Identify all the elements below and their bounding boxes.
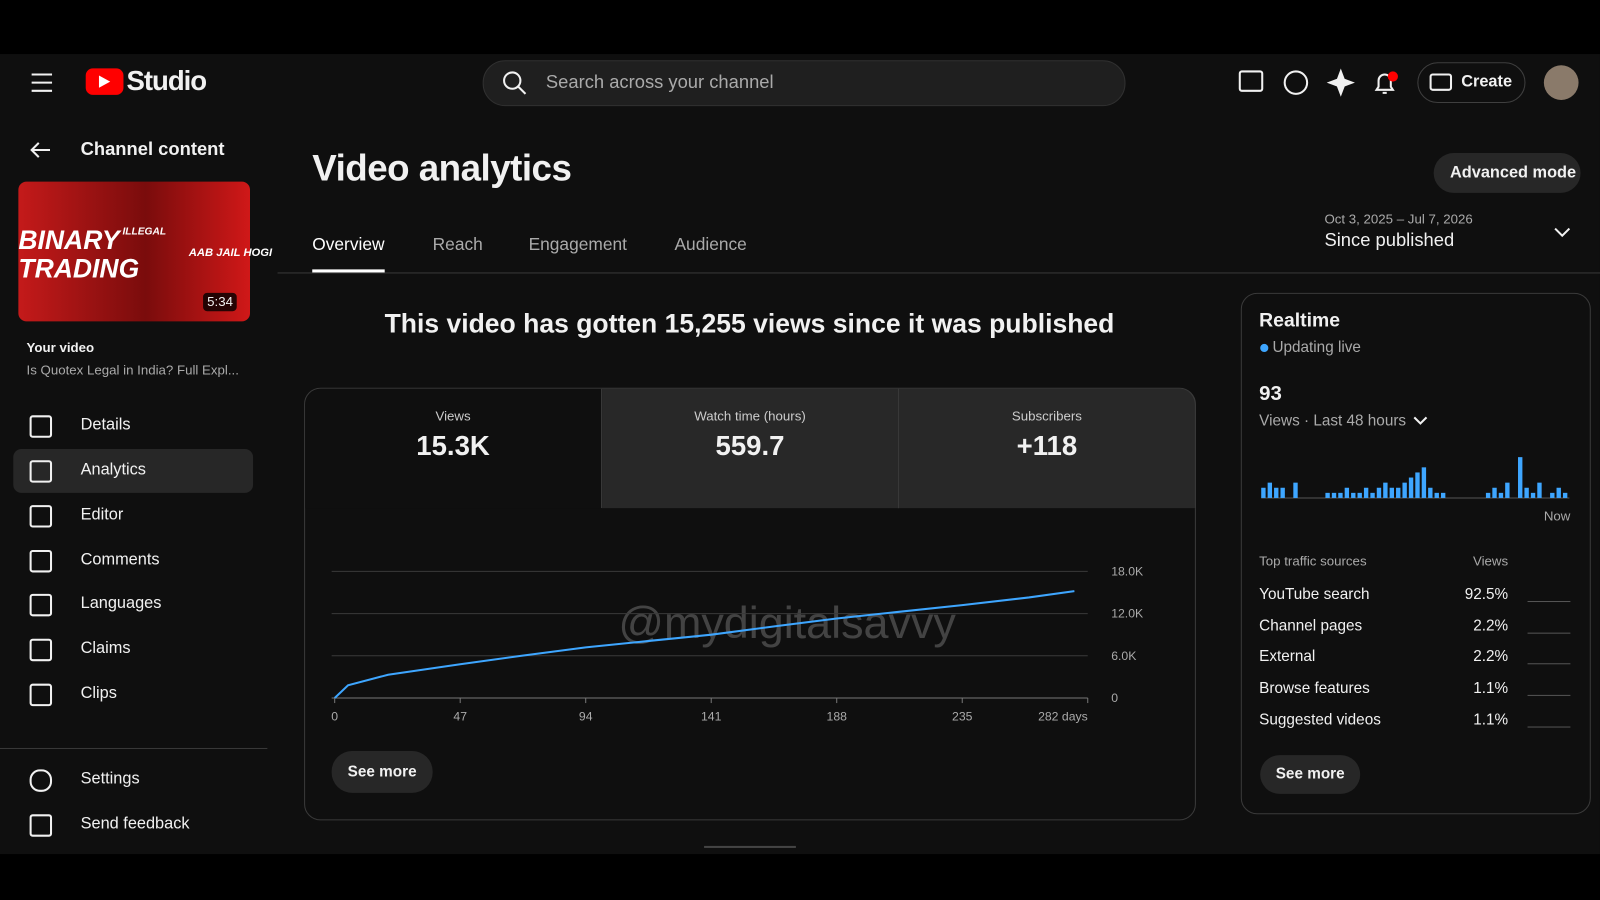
metric-value[interactable]: +118 — [1016, 430, 1078, 462]
traffic-source: Suggested videos — [1259, 711, 1381, 729]
tab[interactable]: Overview — [312, 234, 385, 255]
traffic-header: Top traffic sources — [1259, 553, 1367, 569]
traffic-source: External — [1259, 648, 1316, 666]
nav-icon[interactable] — [29, 505, 53, 528]
metric-cell[interactable] — [305, 388, 603, 509]
nav-icon[interactable] — [29, 415, 53, 438]
metric-label[interactable]: Subscribers — [1011, 408, 1082, 424]
nav-item[interactable]: Analytics — [80, 461, 146, 479]
search-placeholder[interactable]: Search across your channel — [545, 71, 774, 92]
tab[interactable]: Engagement — [528, 234, 627, 255]
nav-icon[interactable] — [29, 460, 53, 483]
realtime-see-more-label[interactable]: See more — [1275, 765, 1345, 783]
traffic-source: YouTube search — [1259, 585, 1370, 604]
scrollbar — [704, 845, 796, 848]
nav-item[interactable]: Editor — [80, 506, 124, 524]
nav-icon[interactable] — [29, 683, 53, 707]
thumbnail-text: TRADING — [18, 253, 140, 284]
realtime-count: 93 — [1259, 382, 1282, 406]
see-more-label[interactable]: See more — [347, 763, 417, 781]
live-status: Updating live — [1272, 338, 1361, 357]
tab-underline — [312, 269, 385, 273]
logo-text: Studio — [126, 65, 208, 96]
tab[interactable]: Audience — [674, 234, 747, 255]
live-dot — [1260, 343, 1269, 353]
traffic-views-header: Views — [1472, 553, 1509, 569]
nav-item[interactable]: Languages — [80, 594, 162, 613]
video-title: Is Quotex Legal in India? Full Expl... — [26, 362, 239, 378]
nav-icon[interactable] — [29, 593, 53, 617]
traffic-share: 1.1% — [1473, 711, 1509, 729]
thumbnail-text: ILLEGAL — [122, 226, 167, 238]
thumbnail-text: AAB JAIL HOGI — [188, 246, 273, 260]
traffic-share: 1.1% — [1473, 679, 1509, 698]
metric-label[interactable]: Watch time (hours) — [694, 408, 806, 424]
metric-value[interactable]: 559.7 — [715, 430, 785, 462]
traffic-share: 2.2% — [1473, 648, 1509, 666]
back-label[interactable]: Channel content — [80, 138, 225, 160]
realtime-see-more-button[interactable] — [1260, 755, 1361, 794]
realtime-card — [1240, 292, 1591, 815]
nav-icon[interactable] — [29, 549, 53, 573]
realtime-period[interactable]: Views · Last 48 hours — [1259, 412, 1407, 430]
traffic-sparkline — [1527, 632, 1571, 634]
advanced-mode-button[interactable] — [1433, 153, 1581, 193]
nav-item[interactable]: Send feedback — [80, 815, 190, 833]
nav-item[interactable]: Comments — [80, 551, 160, 569]
nav-item[interactable]: Details — [80, 416, 131, 434]
nav-item[interactable]: Clips — [80, 684, 117, 703]
date-label[interactable]: Since published — [1324, 229, 1455, 250]
create-label[interactable]: Create — [1461, 73, 1513, 91]
nav-active-bg — [13, 448, 254, 493]
create-button[interactable] — [1417, 62, 1526, 104]
traffic-sparkline — [1527, 726, 1571, 728]
page-title: Video analytics — [312, 146, 572, 189]
your-video-label: Your video — [26, 339, 95, 356]
search-box[interactable] — [482, 60, 1126, 107]
traffic-sparkline — [1527, 663, 1571, 665]
metric-cell[interactable] — [898, 388, 1196, 509]
nav-icon[interactable] — [29, 638, 53, 662]
nav-item[interactable]: Claims — [80, 639, 131, 658]
nav-item[interactable]: Settings — [80, 770, 140, 788]
metrics-card — [304, 387, 1196, 821]
traffic-sparkline — [1527, 694, 1571, 697]
thumbnail-text: BINARY — [18, 224, 120, 256]
nav-icon[interactable] — [29, 769, 53, 792]
duration-badge: 5:34 — [203, 292, 238, 311]
metric-cell[interactable] — [602, 388, 899, 509]
sidebar-divider — [0, 747, 268, 749]
tab[interactable]: Reach — [432, 234, 483, 255]
traffic-source: Channel pages — [1259, 617, 1363, 635]
traffic-share: 2.2% — [1473, 617, 1509, 635]
tabs-line — [277, 272, 1600, 274]
advanced-mode-label[interactable]: Advanced mode — [1449, 164, 1577, 182]
metric-value[interactable]: 15.3K — [416, 430, 490, 462]
traffic-sparkline — [1527, 601, 1571, 603]
now-label: Now — [1543, 508, 1571, 524]
traffic-source: Browse features — [1259, 679, 1370, 698]
headline: This video has gotten 15,255 views since… — [384, 308, 1115, 339]
date-range[interactable]: Oct 3, 2025 – Jul 7, 2026 — [1324, 211, 1473, 227]
metric-label[interactable]: Views — [435, 408, 471, 424]
realtime-title: Realtime — [1259, 310, 1340, 332]
traffic-share: 92.5% — [1464, 585, 1509, 604]
nav-icon[interactable] — [29, 814, 53, 837]
watermark: @mydigitalsavvy — [618, 597, 956, 648]
see-more-button[interactable] — [331, 751, 433, 793]
